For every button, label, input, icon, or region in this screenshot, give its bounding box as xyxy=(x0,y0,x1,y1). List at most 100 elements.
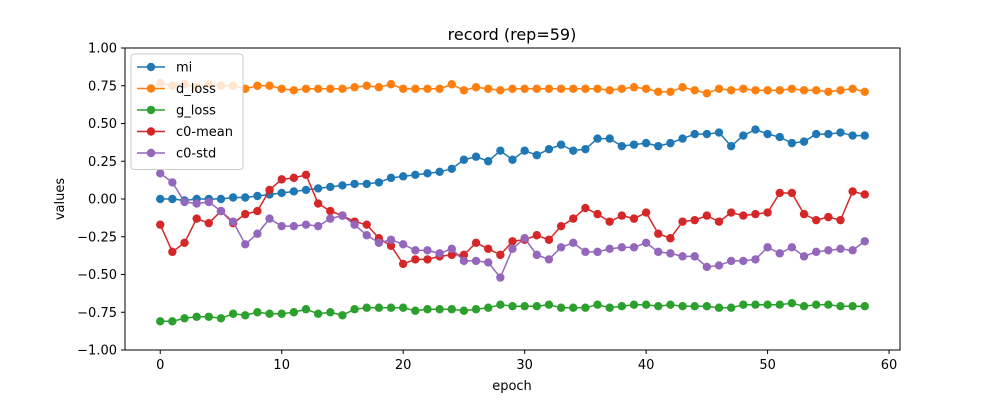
data-point-c0-std xyxy=(253,229,262,238)
data-point-d-loss xyxy=(556,84,566,93)
data-point-c0-std xyxy=(751,255,760,264)
data-point-c0-std xyxy=(690,252,699,261)
data-point-g-loss xyxy=(593,300,602,309)
data-point-d-loss xyxy=(726,86,736,95)
data-point-c0-mean xyxy=(398,259,408,269)
data-point-c0-std xyxy=(702,262,712,272)
data-point-g-loss xyxy=(508,302,517,311)
data-point-c0-mean xyxy=(860,190,869,199)
data-point-mi xyxy=(629,140,639,149)
data-point-d-loss xyxy=(702,89,712,98)
data-point-d-loss xyxy=(836,86,845,95)
data-point-c0-mean xyxy=(702,211,712,220)
data-point-mi xyxy=(411,170,420,180)
data-point-c0-std xyxy=(739,256,748,266)
data-point-c0-std xyxy=(386,235,396,244)
data-point-d-loss xyxy=(629,83,639,92)
data-point-g-loss xyxy=(739,300,748,309)
data-point-c0-std xyxy=(156,169,165,178)
data-point-d-loss xyxy=(435,84,444,93)
data-point-mi xyxy=(253,191,262,201)
x-axis-label: epoch xyxy=(492,379,532,394)
data-point-c0-std xyxy=(787,243,797,252)
data-point-g-loss xyxy=(374,303,384,312)
data-point-c0-mean xyxy=(581,203,590,213)
data-point-c0-std xyxy=(180,197,189,207)
data-point-g-loss xyxy=(836,302,845,311)
legend-label-mi: mi xyxy=(176,61,192,76)
data-point-c0-std xyxy=(605,244,614,254)
data-point-c0-mean xyxy=(751,209,760,219)
data-point-g-loss xyxy=(726,303,736,312)
data-point-mi xyxy=(690,129,699,139)
data-point-c0-mean xyxy=(848,187,857,196)
data-point-c0-mean xyxy=(411,255,420,264)
data-point-d-loss xyxy=(277,84,286,93)
y-tick-label: 1.00 xyxy=(88,42,117,57)
data-point-mi xyxy=(289,187,299,196)
data-point-c0-mean xyxy=(313,199,323,208)
data-point-c0-std xyxy=(484,258,493,267)
data-point-g-loss xyxy=(775,300,784,309)
data-point-c0-std xyxy=(508,244,517,254)
data-point-c0-std xyxy=(581,247,590,257)
data-point-d-loss xyxy=(350,83,359,92)
x-tick-label: 10 xyxy=(273,358,290,373)
data-point-g-loss xyxy=(532,302,541,311)
data-point-g-loss xyxy=(350,305,359,314)
data-point-c0-mean xyxy=(204,218,214,228)
data-point-g-loss xyxy=(326,308,335,317)
data-point-c0-mean xyxy=(156,220,165,229)
x-tick-label: 40 xyxy=(638,358,655,373)
data-point-c0-std xyxy=(556,243,566,252)
y-tick-label: −0.50 xyxy=(77,268,117,283)
data-point-g-loss xyxy=(629,300,639,309)
data-point-d-loss xyxy=(848,84,857,93)
data-point-c0-mean xyxy=(739,211,748,220)
data-point-c0-std xyxy=(617,243,627,252)
data-point-g-loss xyxy=(459,306,469,315)
data-point-c0-mean xyxy=(654,229,663,238)
data-point-d-loss xyxy=(787,84,797,93)
data-point-c0-mean xyxy=(301,170,311,180)
data-point-g-loss xyxy=(484,303,493,312)
data-point-g-loss xyxy=(787,298,797,308)
data-point-c0-std xyxy=(313,221,323,231)
y-axis-label: values xyxy=(53,178,68,221)
data-point-d-loss xyxy=(641,84,651,93)
data-point-d-loss xyxy=(496,86,505,95)
legend: mi d_loss g_loss c0-mean c0-std xyxy=(130,53,244,170)
data-point-g-loss xyxy=(520,302,529,311)
data-point-c0-std xyxy=(362,231,371,240)
data-point-d-loss xyxy=(398,84,408,93)
data-point-c0-std xyxy=(641,238,651,247)
x-tick-label: 20 xyxy=(395,358,412,373)
data-point-g-loss xyxy=(204,312,214,321)
data-point-c0-std xyxy=(593,247,602,257)
data-point-c0-mean xyxy=(824,212,833,222)
data-point-c0-mean xyxy=(362,220,371,229)
data-point-mi xyxy=(350,179,359,189)
data-point-mi xyxy=(156,194,165,204)
data-point-c0-mean xyxy=(678,217,687,226)
data-point-mi xyxy=(824,129,833,139)
data-point-c0-std xyxy=(763,243,772,252)
data-point-d-loss xyxy=(544,84,554,93)
data-point-d-loss xyxy=(824,87,833,96)
data-point-c0-mean xyxy=(556,221,566,231)
data-point-c0-mean xyxy=(289,173,299,183)
data-point-c0-std xyxy=(496,273,505,282)
data-point-d-loss xyxy=(362,81,371,90)
legend-marker-mi xyxy=(146,62,156,72)
data-point-c0-mean xyxy=(386,241,396,251)
data-point-c0-std xyxy=(265,214,274,223)
data-point-c0-std xyxy=(532,250,541,260)
data-point-c0-mean xyxy=(192,214,201,223)
data-point-mi xyxy=(362,179,371,189)
data-point-d-loss xyxy=(313,84,323,93)
data-point-c0-mean xyxy=(180,238,189,247)
data-point-c0-std xyxy=(520,234,529,243)
data-point-c0-mean xyxy=(593,209,602,219)
data-point-g-loss xyxy=(617,302,627,311)
data-point-c0-mean xyxy=(496,250,505,260)
